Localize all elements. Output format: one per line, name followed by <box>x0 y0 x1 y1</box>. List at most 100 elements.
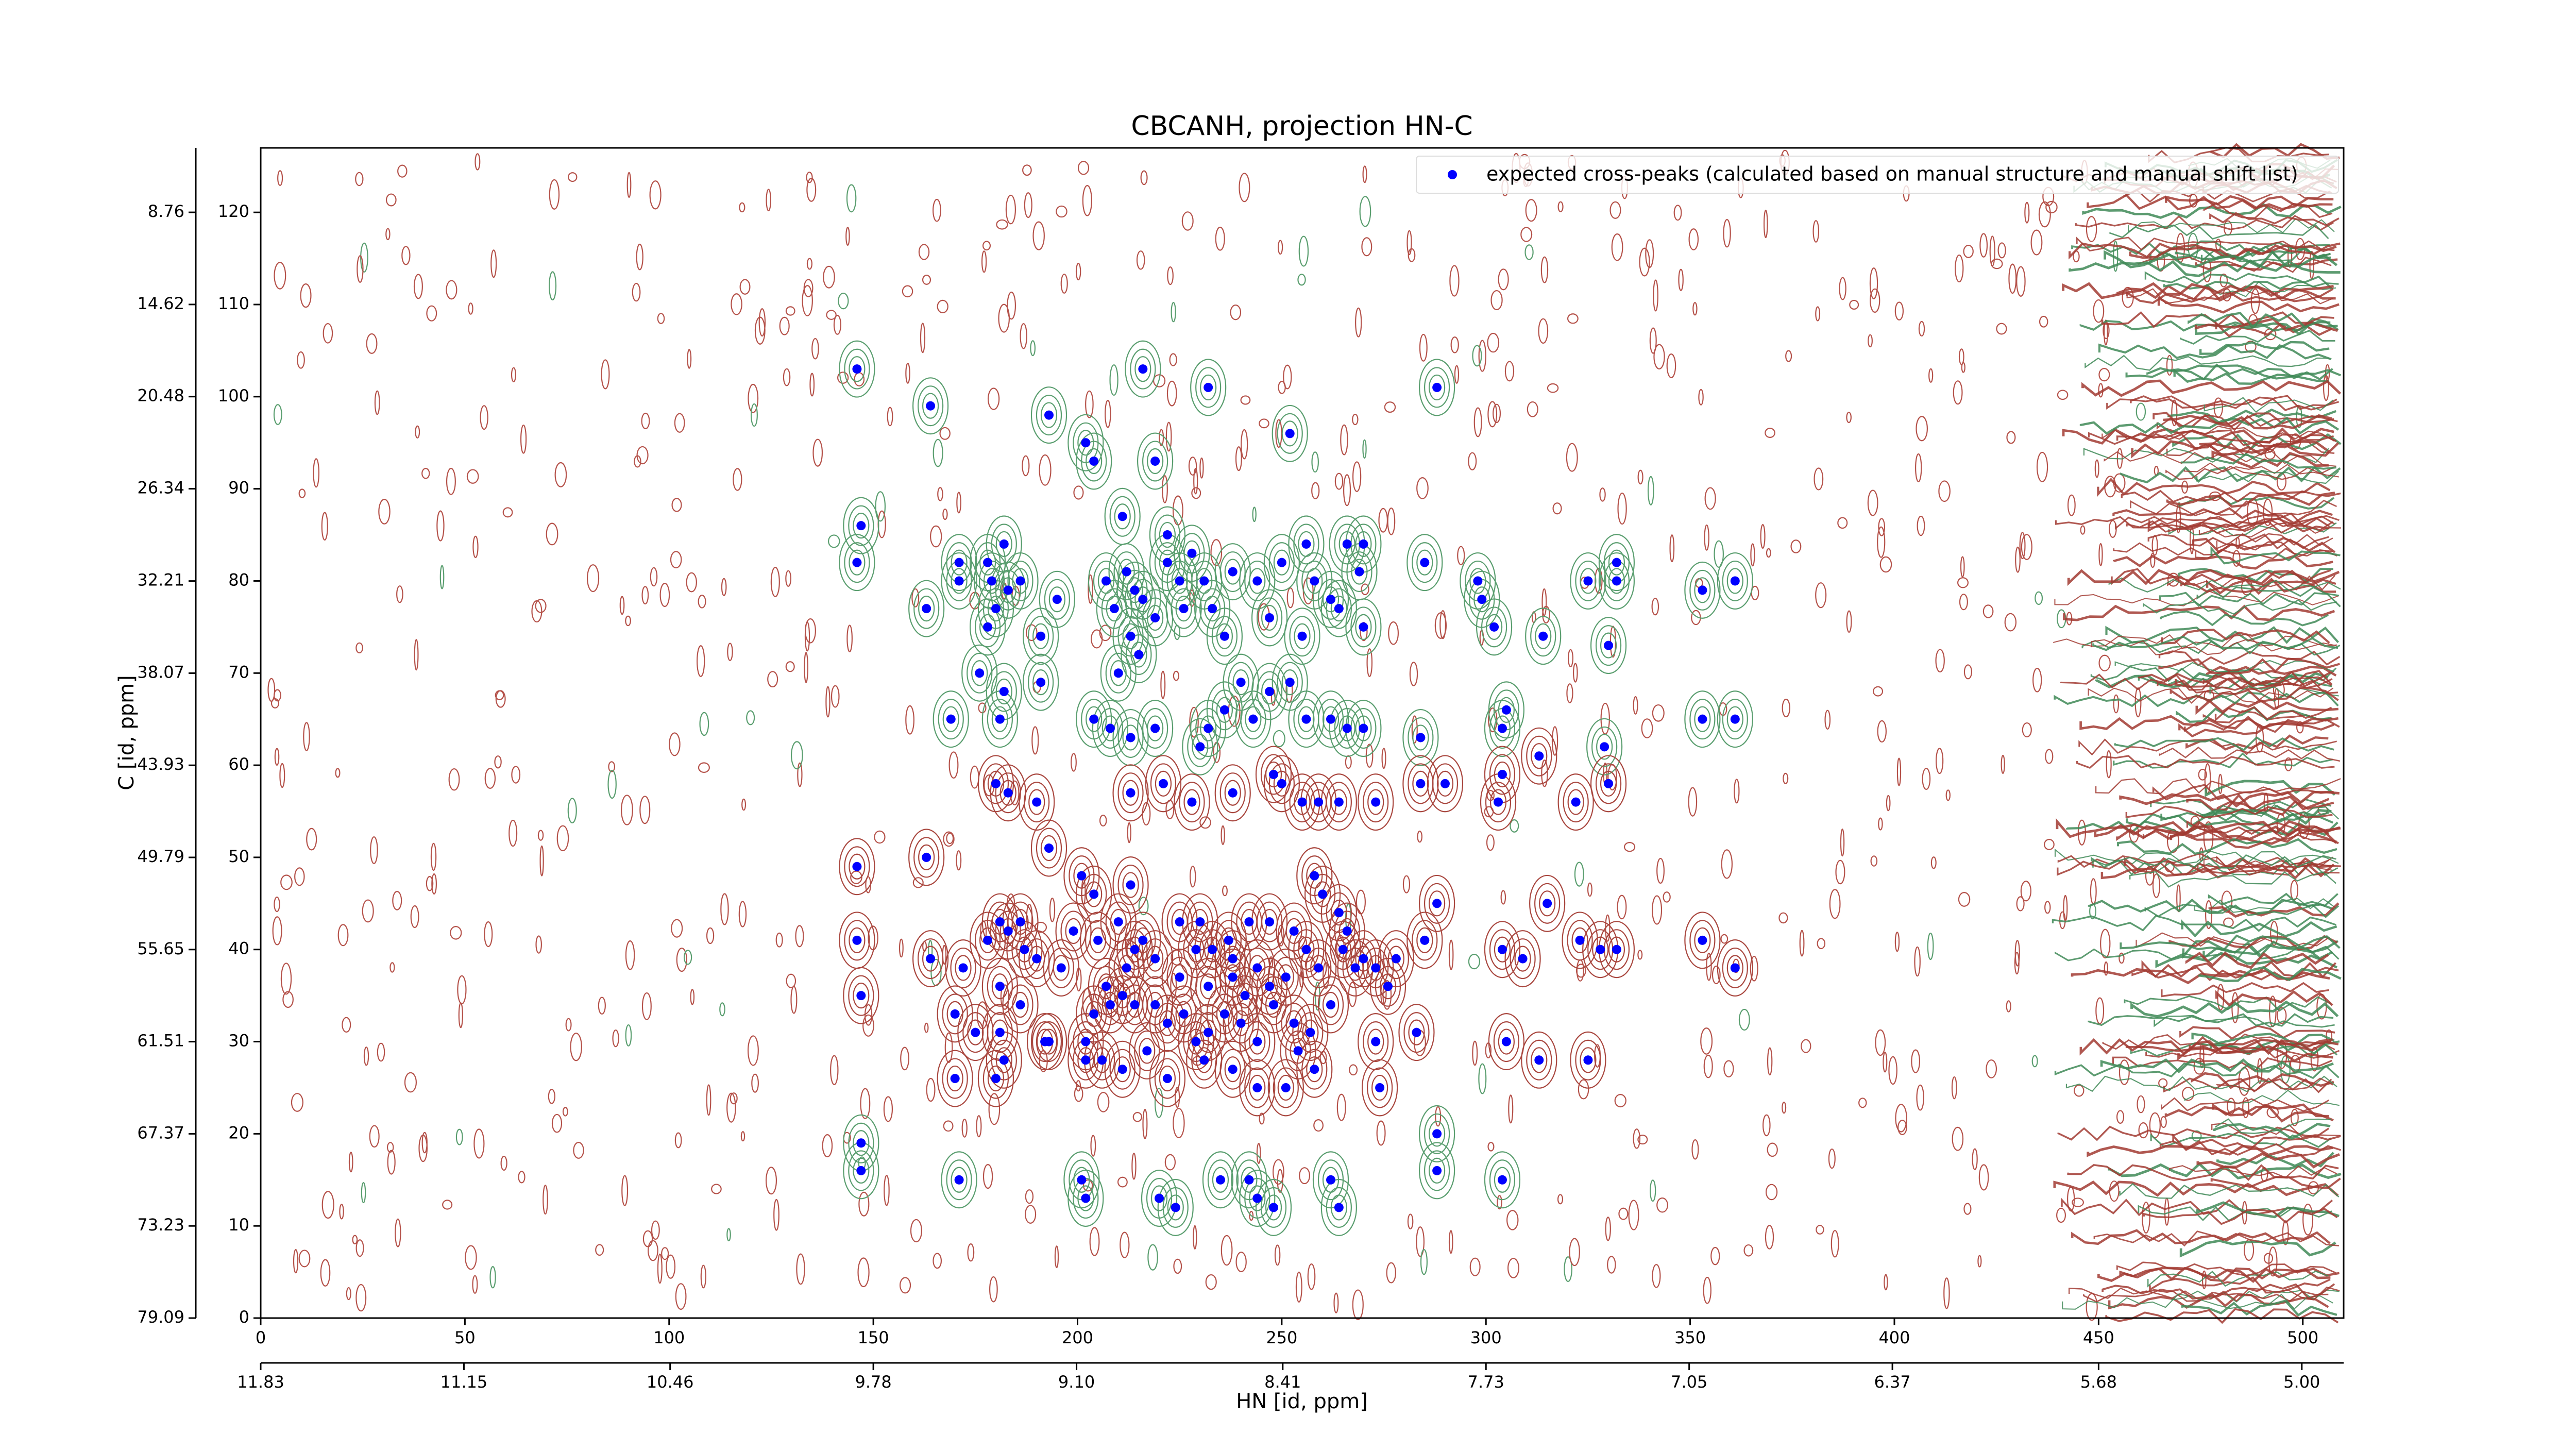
edge-contour <box>2179 1239 2336 1258</box>
noise-contour <box>565 1018 572 1032</box>
peak-contour <box>1139 1038 1156 1064</box>
y2-tick-label: 26.34 <box>137 478 184 497</box>
noise-contour <box>2136 402 2146 421</box>
cross-peak <box>1162 558 1172 567</box>
noise-contour <box>2074 1084 2084 1097</box>
edge-contour <box>2054 1062 2340 1079</box>
edge-contour <box>2095 778 2341 795</box>
noise-contour <box>1025 1189 1034 1204</box>
noise-contour <box>1829 889 1841 919</box>
peak-contour <box>1485 614 1503 640</box>
noise-contour <box>1160 670 1166 699</box>
peak-contour <box>1117 865 1144 906</box>
edge-contour <box>2201 808 2332 825</box>
peak-contour <box>1141 1170 1178 1227</box>
peak-contour <box>991 671 1017 712</box>
peak-contour <box>1214 764 1251 822</box>
noise-contour <box>1564 1256 1572 1282</box>
noise-contour <box>1872 686 1884 697</box>
cross-peak <box>1138 935 1148 945</box>
noise-contour <box>883 1096 893 1122</box>
noise-contour <box>1895 1104 1907 1133</box>
noise-contour <box>297 351 305 369</box>
edge-contour <box>2126 288 2334 304</box>
x2-tick-label: 5.68 <box>2080 1372 2117 1392</box>
noise-contour <box>1673 205 1682 221</box>
noise-contour <box>1181 211 1194 231</box>
cross-peak <box>1297 797 1307 807</box>
peak-contour <box>1077 430 1094 456</box>
peak-contour <box>1350 606 1377 648</box>
noise-contour <box>706 927 715 944</box>
noise-contour <box>1547 383 1559 393</box>
peak-contour <box>1310 955 1327 981</box>
cross-peak <box>1036 678 1046 687</box>
peak-contour <box>1207 1159 1234 1201</box>
noise-contour <box>1938 480 1951 502</box>
peak-contour <box>1150 1185 1168 1211</box>
noise-contour <box>374 390 380 415</box>
noise-contour <box>306 828 317 851</box>
noise-contour <box>1959 594 1968 611</box>
cross-peak <box>1089 714 1099 724</box>
noise-contour <box>1411 715 1418 744</box>
peak-contour <box>1351 559 1368 585</box>
noise-contour <box>1191 487 1201 499</box>
peak-contour <box>1231 1151 1267 1209</box>
noise-contour <box>2016 896 2025 912</box>
peak-contour <box>1320 884 1357 941</box>
cross-peak <box>1334 604 1344 614</box>
cross-peak <box>1252 1193 1262 1203</box>
noise-contour <box>943 831 955 847</box>
peak-contour <box>1067 414 1104 471</box>
noise-contour <box>825 686 831 718</box>
noise-contour <box>455 1128 463 1145</box>
y2-tick-label: 73.23 <box>137 1215 184 1235</box>
noise-contour <box>414 639 419 671</box>
edge-contour <box>2147 517 2329 533</box>
chart-title: CBCANH, projection HN-C <box>1131 111 1472 142</box>
peak-contour <box>1424 1150 1450 1191</box>
noise-contour <box>1986 1059 1997 1078</box>
y2-tick-label: 8.76 <box>148 201 184 221</box>
cross-peak <box>954 576 964 586</box>
peak-contour <box>1268 542 1295 583</box>
noise-contour <box>785 661 795 672</box>
peak-contour <box>1591 726 1618 767</box>
noise-contour <box>2019 532 2026 560</box>
peak-contour <box>942 1058 968 1099</box>
peak-contour <box>1429 890 1446 917</box>
peak-contour <box>1261 604 1278 631</box>
noise-contour <box>1877 526 1886 558</box>
cross-peak <box>1412 1027 1421 1037</box>
noise-contour <box>937 487 943 501</box>
peak-contour <box>1251 589 1288 647</box>
noise-contour <box>2008 263 2017 294</box>
noise-contour <box>1500 890 1506 905</box>
cross-peak <box>1162 530 1172 540</box>
peak-contour <box>1206 608 1243 665</box>
peak-contour <box>1171 964 1188 990</box>
noise-contour <box>1669 534 1675 563</box>
peak-contour <box>1260 1187 1287 1228</box>
edge-contour <box>2098 343 2332 361</box>
noise-contour <box>385 228 391 241</box>
peak-contour <box>1288 690 1325 748</box>
noise-contour <box>612 1029 619 1048</box>
cross-peak <box>1044 410 1054 420</box>
noise-contour <box>468 302 473 315</box>
edge-contour <box>2196 804 2340 820</box>
edge-contour <box>2194 317 2338 332</box>
peak-contour <box>1268 763 1295 804</box>
cross-peak <box>1036 631 1046 641</box>
peak-contour <box>1112 856 1149 914</box>
edge-contour <box>2209 1039 2340 1055</box>
cross-peak <box>1215 1175 1225 1185</box>
edge-contour <box>2060 673 2332 691</box>
noise-contour <box>1173 1108 1185 1138</box>
noise-contour <box>1222 885 1228 897</box>
noise-contour <box>272 916 282 946</box>
noise-contour <box>1915 453 1922 482</box>
noise-contour <box>727 643 733 661</box>
cross-peak <box>1285 678 1295 687</box>
